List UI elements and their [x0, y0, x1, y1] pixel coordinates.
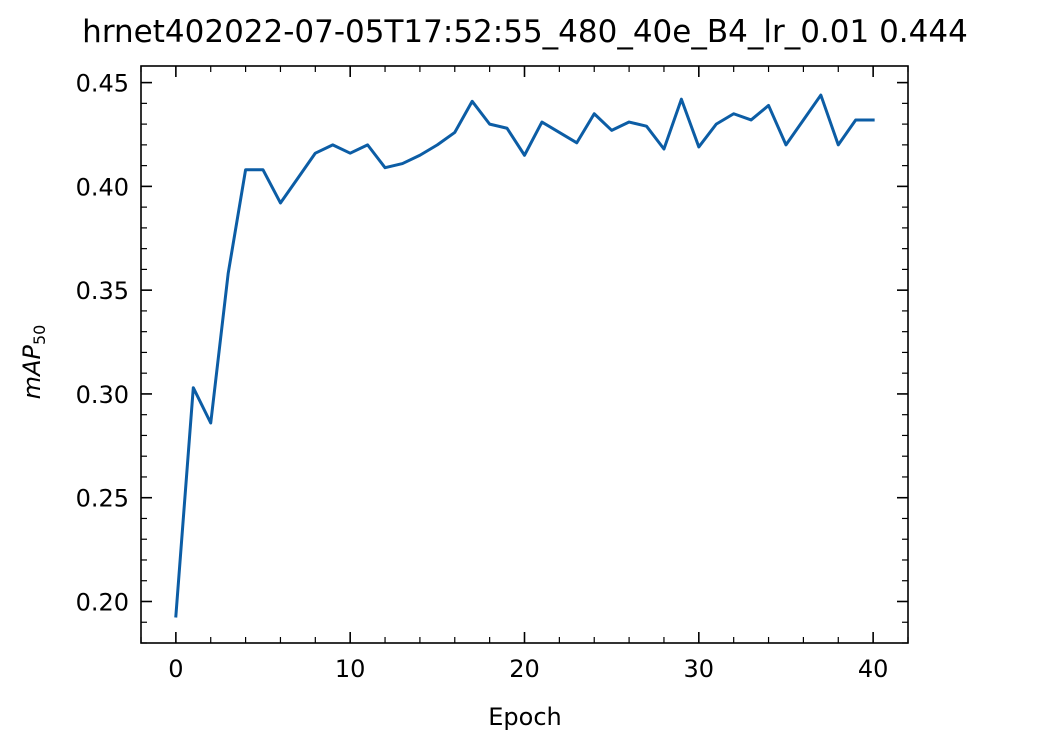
plot-area: 0 10 20 30 40 0.20 0.25 0.30 0.35 0.40 0.45	[76, 65, 909, 683]
x-tick-label: 40	[858, 655, 889, 683]
y-axis-label-subscript: 50	[30, 325, 49, 345]
y-tick-label: 0.25	[76, 485, 129, 513]
x-tick-label: 30	[684, 655, 715, 683]
y-tick-label: 0.35	[76, 277, 129, 305]
y-axis-label: mAP50	[18, 325, 49, 400]
y-tick-label: 0.45	[76, 70, 129, 98]
x-tick-label: 0	[168, 655, 183, 683]
y-axis-label-main: mAP	[18, 345, 46, 400]
chart-title: hrnet402022-07-05T17:52:55_480_40e_B4_lr…	[82, 14, 968, 50]
x-tick-label: 10	[335, 655, 366, 683]
x-tick-label: 20	[509, 655, 540, 683]
y-tick-label: 0.20	[76, 588, 129, 616]
series-line	[174, 93, 875, 618]
x-axis-label: Epoch	[488, 703, 562, 731]
y-tick-label: 0.40	[76, 173, 129, 201]
y-tick-label: 0.30	[76, 381, 129, 409]
